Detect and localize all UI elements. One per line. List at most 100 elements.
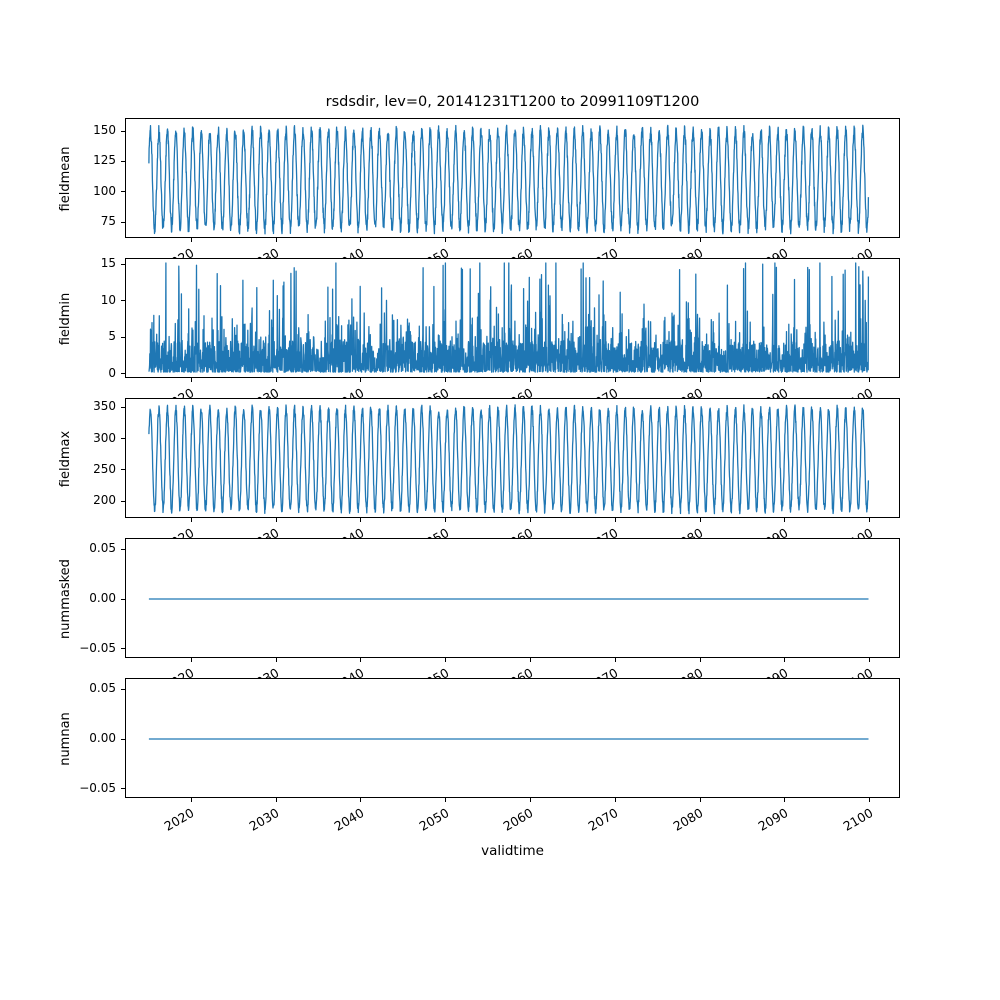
x-tick-mark bbox=[529, 798, 531, 802]
x-tick-mark bbox=[190, 798, 192, 802]
x-tick-mark bbox=[614, 798, 616, 802]
x-tick-mark bbox=[275, 798, 277, 802]
x-tick-mark bbox=[360, 798, 362, 802]
y-tick-label: 0.05 bbox=[89, 541, 116, 556]
line-series-fieldmin bbox=[148, 262, 870, 373]
y-tick-label: 300 bbox=[93, 430, 116, 445]
axes-nummasked: nummasked−0.050.000.05202020302040205020… bbox=[58, 538, 900, 694]
x-tick-mark bbox=[869, 378, 871, 382]
y-tick-mark bbox=[121, 738, 125, 740]
series-path-fieldmax bbox=[148, 404, 870, 515]
x-tick-label: 2080 bbox=[670, 805, 706, 834]
line-series-fieldmax bbox=[148, 404, 870, 515]
chart-title: rsdsdir, lev=0, 20141231T1200 to 2099110… bbox=[325, 94, 700, 110]
y-axis-label-fieldmin: fieldmin bbox=[58, 292, 73, 346]
y-tick-mark bbox=[121, 438, 125, 440]
x-tick-mark bbox=[529, 658, 531, 662]
line-series-nummasked bbox=[148, 598, 869, 600]
x-tick-label: 2070 bbox=[585, 805, 621, 834]
x-tick-mark bbox=[360, 238, 362, 242]
x-tick-mark bbox=[699, 518, 701, 522]
y-tick-label: 250 bbox=[93, 461, 116, 476]
x-tick-mark bbox=[529, 378, 531, 382]
x-tick-mark bbox=[869, 518, 871, 522]
x-tick-mark bbox=[614, 518, 616, 522]
x-tick-mark bbox=[360, 518, 362, 522]
x-tick-mark bbox=[275, 238, 277, 242]
y-tick-label: 0 bbox=[108, 365, 116, 380]
x-tick-mark bbox=[445, 238, 447, 242]
x-tick-label: 2100 bbox=[840, 805, 876, 834]
x-tick-mark bbox=[869, 798, 871, 802]
y-tick-mark bbox=[121, 598, 125, 600]
y-tick-mark bbox=[121, 373, 125, 375]
y-tick-label: 5 bbox=[108, 329, 116, 344]
y-tick-mark bbox=[121, 300, 125, 302]
x-tick-label: 2090 bbox=[755, 805, 791, 834]
x-tick-mark bbox=[445, 518, 447, 522]
y-tick-label: 10 bbox=[100, 292, 116, 307]
x-tick-mark bbox=[360, 658, 362, 662]
x-tick-mark bbox=[529, 518, 531, 522]
y-tick-mark bbox=[121, 500, 125, 502]
y-tick-label: 0.00 bbox=[89, 591, 116, 605]
x-tick-mark bbox=[784, 238, 786, 242]
x-tick-mark bbox=[784, 518, 786, 522]
series-path-fieldmin bbox=[148, 262, 870, 373]
x-tick-mark bbox=[190, 378, 192, 382]
x-tick-mark bbox=[869, 658, 871, 662]
x-tick-mark bbox=[190, 518, 192, 522]
series-path-fieldmean bbox=[148, 124, 870, 235]
y-tick-mark bbox=[121, 688, 125, 690]
y-tick-mark bbox=[121, 788, 125, 790]
x-tick-mark bbox=[445, 658, 447, 662]
y-tick-label: 0.05 bbox=[89, 681, 116, 696]
x-tick-label: 2060 bbox=[500, 805, 536, 834]
x-tick-label: 2030 bbox=[246, 805, 282, 834]
y-tick-label: 125 bbox=[93, 153, 116, 168]
x-tick-mark bbox=[275, 378, 277, 382]
y-tick-label: 100 bbox=[93, 183, 116, 198]
axes-fieldmin: fieldmin05101520202030204020502060207020… bbox=[58, 256, 900, 414]
x-tick-mark bbox=[275, 518, 277, 522]
line-series-fieldmean bbox=[148, 124, 870, 235]
x-axis-label: validtime bbox=[481, 843, 544, 859]
axes-numnan: numnan −0.05 0.00 0.05 2020 2030 2040 2050 2060 2… bbox=[58, 678, 900, 834]
x-tick-mark bbox=[614, 658, 616, 662]
y-tick-mark bbox=[121, 336, 125, 338]
x-tick-mark bbox=[190, 658, 192, 662]
x-tick-mark bbox=[784, 658, 786, 662]
y-tick-label: 75 bbox=[100, 214, 116, 229]
x-tick-mark bbox=[275, 658, 277, 662]
y-tick-label: −0.05 bbox=[79, 780, 116, 795]
x-tick-mark bbox=[529, 238, 531, 242]
y-tick-mark bbox=[121, 406, 125, 408]
x-tick-mark bbox=[360, 378, 362, 382]
x-tick-mark bbox=[614, 238, 616, 242]
line-series-numnan bbox=[148, 738, 869, 740]
y-tick-label: 0.00 bbox=[89, 731, 116, 745]
y-tick-label: 350 bbox=[93, 399, 116, 414]
x-tick-label: 2040 bbox=[331, 805, 367, 834]
y-tick-mark bbox=[121, 263, 125, 265]
y-tick-mark bbox=[121, 191, 125, 193]
x-tick-mark bbox=[869, 238, 871, 242]
y-tick-label: 15 bbox=[100, 256, 116, 271]
x-tick-mark bbox=[699, 238, 701, 242]
x-tick-mark bbox=[699, 658, 701, 662]
y-tick-label: 150 bbox=[93, 123, 116, 138]
x-tick-label: 2050 bbox=[416, 805, 452, 834]
y-tick-label: 200 bbox=[93, 493, 116, 508]
y-tick-mark bbox=[121, 548, 125, 550]
x-tick-mark bbox=[784, 798, 786, 802]
x-tick-mark bbox=[614, 378, 616, 382]
x-tick-mark bbox=[699, 798, 701, 802]
axes-fieldmax: fieldmax20025030035020202030204020502060… bbox=[58, 398, 900, 554]
y-tick-mark bbox=[121, 469, 125, 471]
x-tick-mark bbox=[445, 378, 447, 382]
x-tick-mark bbox=[784, 378, 786, 382]
y-tick-mark bbox=[121, 130, 125, 132]
x-tick-mark bbox=[445, 798, 447, 802]
x-tick-label: 2020 bbox=[161, 805, 197, 834]
